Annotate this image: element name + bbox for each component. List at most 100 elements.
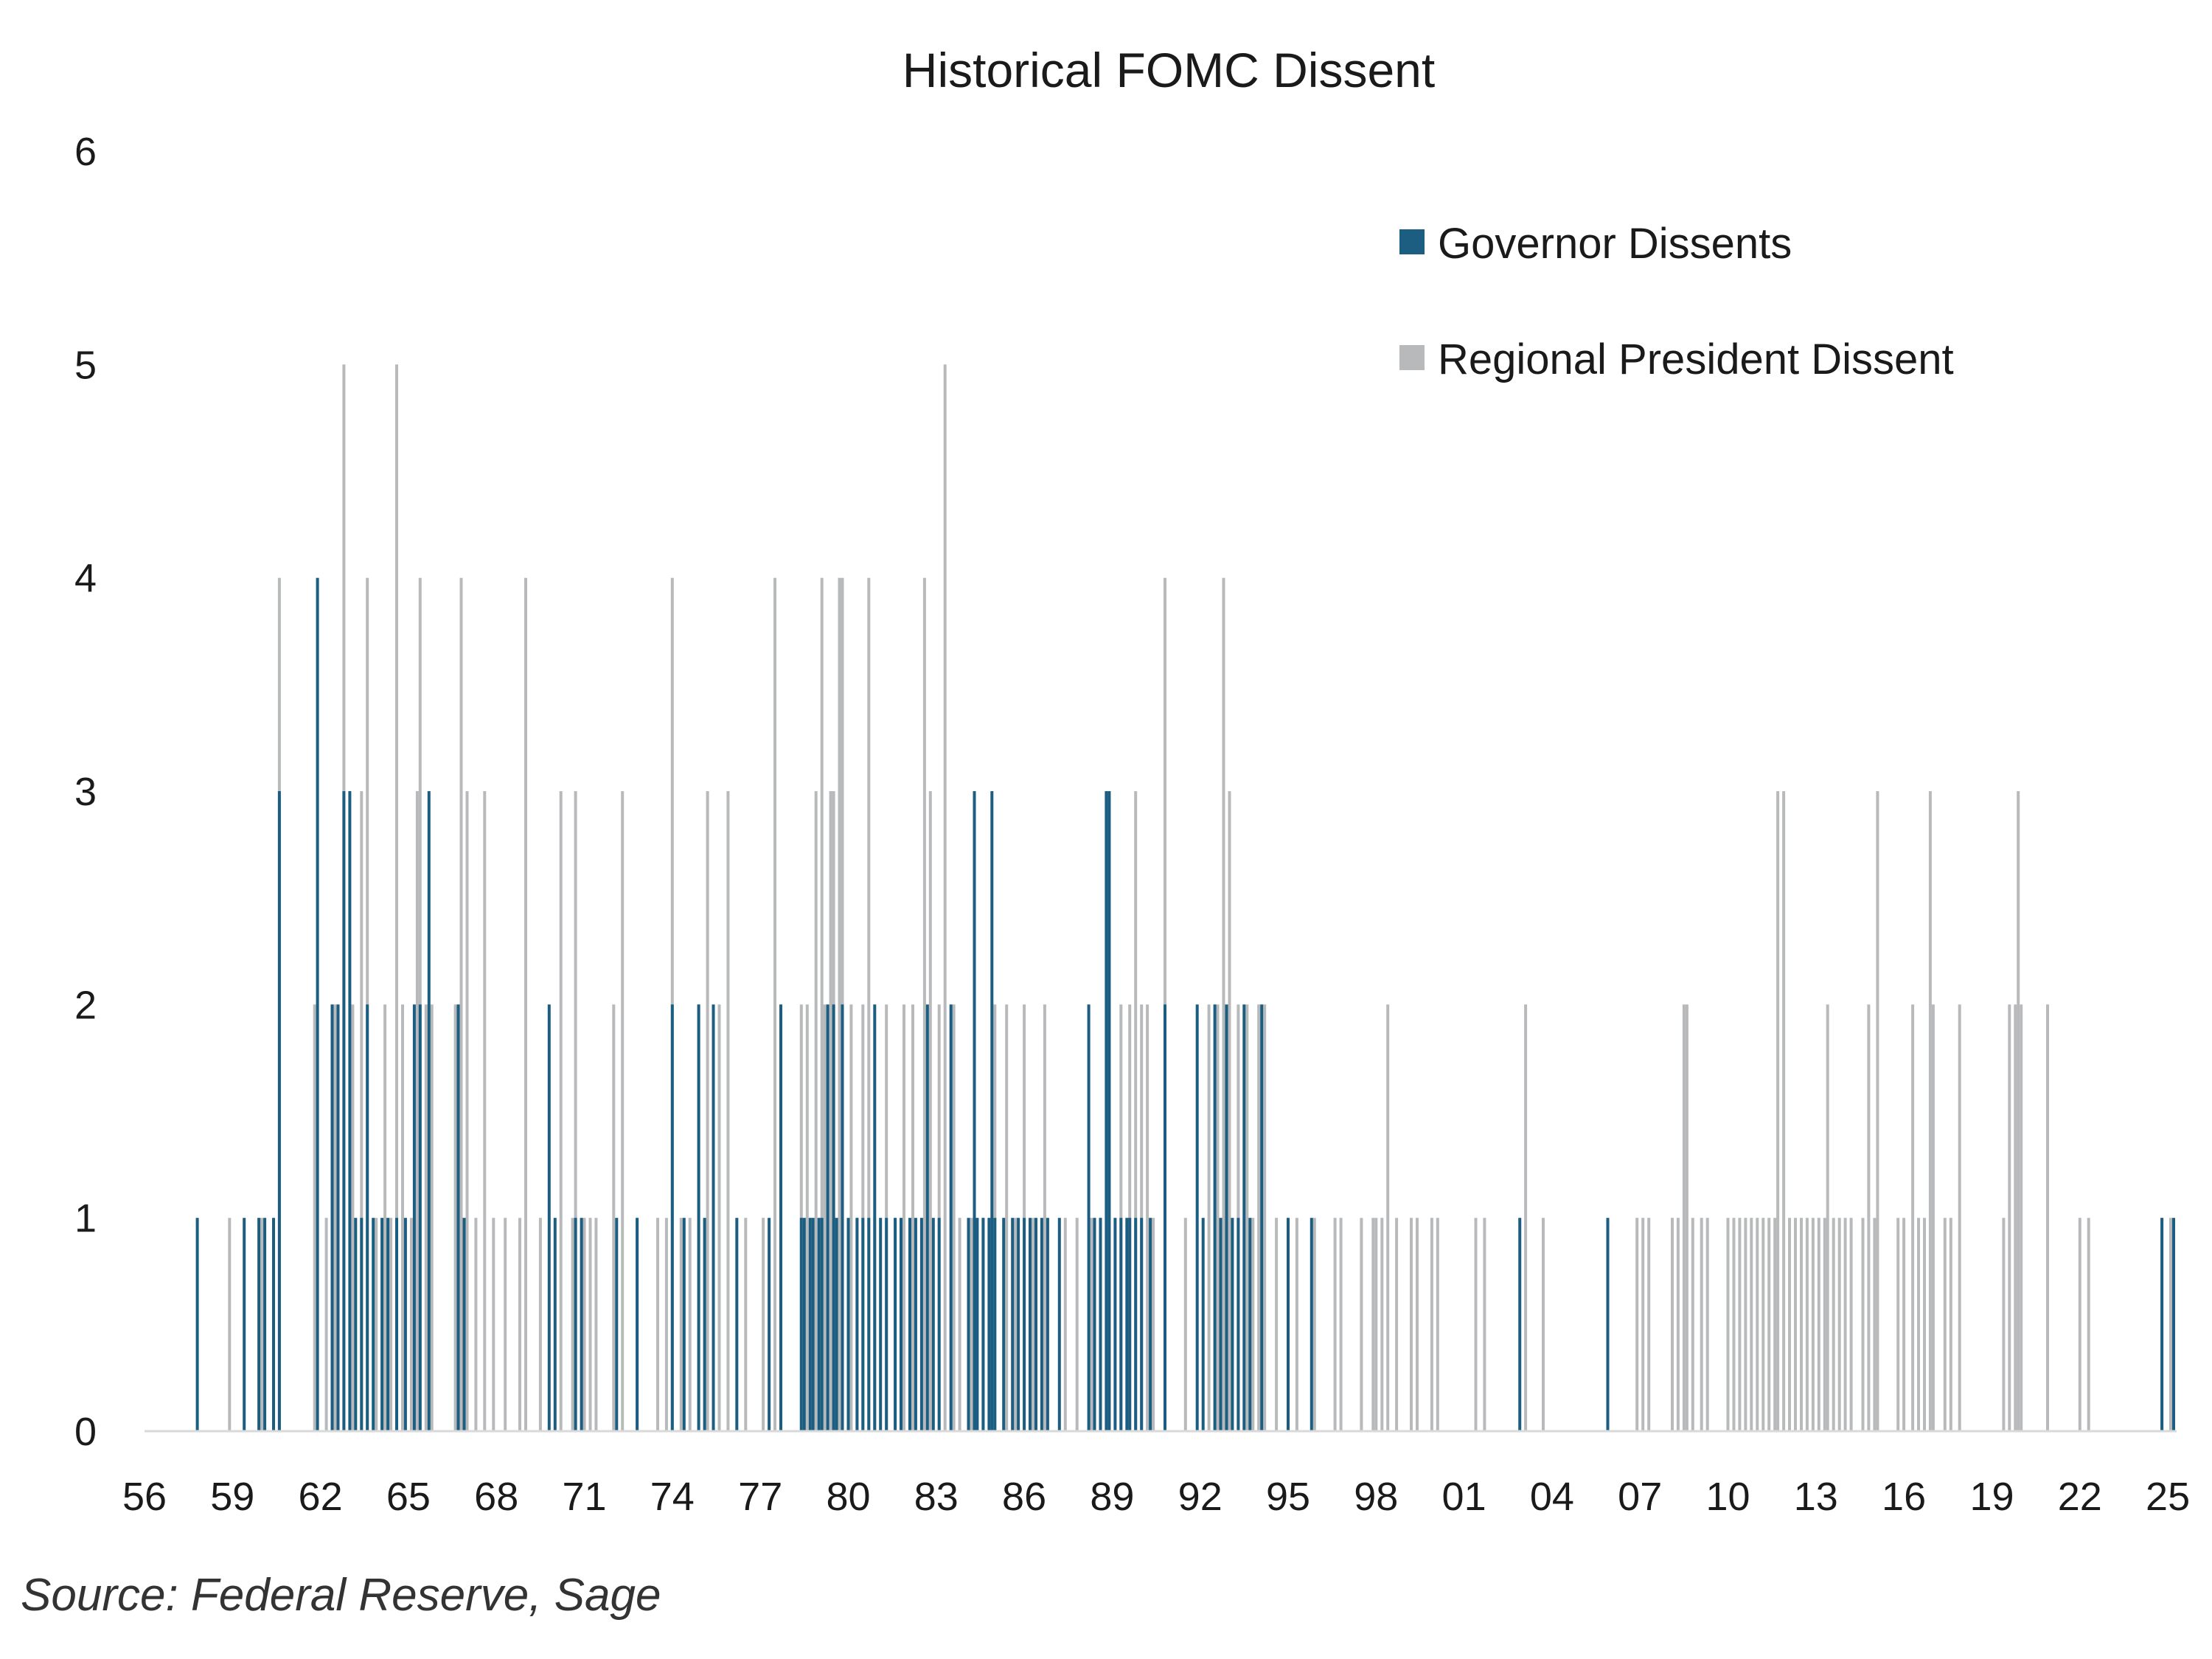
bar-governor-44	[826, 1004, 830, 1431]
bar-regional-77	[970, 1217, 973, 1431]
bar-regional-101	[1228, 791, 1231, 1431]
bar-regional-64	[861, 1004, 865, 1431]
bar-regional-110	[1312, 1217, 1316, 1431]
bar-regional-149	[1794, 1217, 1797, 1431]
bar-regional-91	[1128, 1004, 1132, 1431]
bar-regional-47	[717, 1004, 721, 1431]
bar-regional-174	[2002, 1217, 2006, 1431]
bars-layer	[195, 364, 2175, 1432]
bar-regional-121	[1430, 1217, 1433, 1431]
bar-regional-177	[2017, 791, 2020, 1431]
bar-regional-158	[1843, 1217, 1847, 1431]
bar-regional-132	[1682, 1004, 1686, 1431]
bar-regional-128	[1641, 1217, 1645, 1431]
bar-regional-138	[1732, 1217, 1736, 1431]
bar-regional-82	[1023, 1004, 1026, 1431]
x-tick-label: 95	[1266, 1475, 1310, 1519]
bar-regional-139	[1738, 1217, 1742, 1431]
bar-governor-98	[1231, 1217, 1234, 1431]
bar-regional-31	[571, 1217, 574, 1431]
bar-governor-17	[395, 1217, 398, 1431]
bar-regional-81	[1014, 1217, 1018, 1431]
bar-regional-161	[1867, 1004, 1871, 1431]
bar-regional-169	[1928, 791, 1932, 1431]
bar-governor-27	[580, 1217, 583, 1431]
bar-regional-105	[1257, 1004, 1261, 1431]
bar-governor-24	[547, 1004, 551, 1431]
x-tick-label: 74	[650, 1475, 695, 1519]
bar-governor-53	[879, 1217, 883, 1431]
bar-governor-18	[403, 1217, 407, 1431]
y-axis-ticks: 0 1 2 3 4 5 6	[74, 130, 97, 1454]
bar-regional-160	[1861, 1217, 1865, 1431]
y-tick-label: 0	[74, 1410, 97, 1454]
bar-governor-71	[1002, 1217, 1006, 1431]
bar-regional-181	[2087, 1217, 2090, 1431]
bar-regional-43	[688, 1217, 692, 1431]
bar-governor-51	[867, 1217, 871, 1431]
bar-governor-5	[277, 791, 281, 1431]
bar-governor-105	[1518, 1217, 1522, 1431]
bar-regional-157	[1837, 1217, 1841, 1431]
bar-governor-43	[820, 1217, 824, 1431]
bar-governor-28	[615, 1217, 619, 1431]
bar-regional-85	[1063, 1217, 1067, 1431]
bar-regional-30	[559, 791, 563, 1431]
bar-regional-72	[928, 791, 932, 1431]
bar-governor-38	[799, 1217, 803, 1431]
bar-regional-118	[1395, 1217, 1399, 1431]
bar-regional-180	[2078, 1217, 2081, 1431]
bar-governor-21	[427, 791, 431, 1431]
x-tick-label: 77	[738, 1475, 782, 1519]
bar-regional-154	[1823, 1217, 1826, 1431]
bar-regional-150	[1800, 1217, 1803, 1431]
bar-governor-35	[735, 1217, 739, 1431]
bar-regional-80	[1005, 1004, 1009, 1431]
bar-regional-26	[504, 1217, 507, 1431]
bar-governor-1	[243, 1217, 246, 1431]
bar-governor-103	[1287, 1217, 1290, 1431]
bar-regional-21	[459, 577, 463, 1432]
x-tick-label: 92	[1178, 1475, 1222, 1519]
bar-regional-49	[744, 1217, 748, 1431]
bar-regional-36	[612, 1004, 616, 1431]
legend: Governor Dissents Regional President Dis…	[1399, 220, 1954, 383]
bar-regional-27	[518, 1217, 521, 1431]
bar-governor-74	[1023, 1217, 1026, 1431]
bar-regional-95	[1152, 1217, 1155, 1431]
bar-governor-32	[697, 1004, 700, 1431]
legend-label-regional: Regional President Dissent	[1438, 335, 1954, 383]
bar-governor-25	[553, 1217, 557, 1431]
bar-governor-69	[990, 791, 994, 1431]
bar-governor-93	[1195, 1004, 1199, 1431]
bar-regional-100	[1222, 577, 1225, 1432]
bar-regional-94	[1146, 1004, 1150, 1431]
bar-regional-143	[1761, 1217, 1765, 1431]
bar-governor-36	[768, 1217, 771, 1431]
x-tick-label: 22	[2058, 1475, 2102, 1519]
bar-regional-179	[2046, 1004, 2049, 1431]
bar-governor-100	[1242, 1004, 1246, 1431]
bar-governor-30	[670, 1004, 674, 1431]
x-tick-label: 80	[826, 1475, 870, 1519]
bar-regional-111	[1333, 1217, 1337, 1431]
bar-regional-97	[1183, 1217, 1187, 1431]
bar-regional-73	[937, 1004, 941, 1431]
bar-regional-19	[430, 1004, 434, 1431]
bar-governor-108	[2172, 1217, 2175, 1431]
bar-governor-81	[1093, 1217, 1096, 1431]
bar-governor-47	[841, 1004, 844, 1431]
bar-governor-54	[885, 1217, 888, 1431]
bar-regional-146	[1776, 791, 1780, 1431]
bar-governor-65	[973, 791, 976, 1431]
x-tick-label: 01	[1442, 1475, 1486, 1519]
x-tick-label: 25	[2146, 1475, 2190, 1519]
bar-governor-94	[1201, 1217, 1205, 1431]
bar-governor-29	[636, 1217, 639, 1431]
bar-regional-42	[679, 1217, 683, 1431]
bar-regional-75	[952, 1004, 956, 1431]
bar-regional-155	[1826, 1004, 1829, 1431]
bar-governor-104	[1310, 1217, 1313, 1431]
bar-governor-23	[462, 1217, 466, 1431]
bar-governor-50	[861, 1217, 865, 1431]
